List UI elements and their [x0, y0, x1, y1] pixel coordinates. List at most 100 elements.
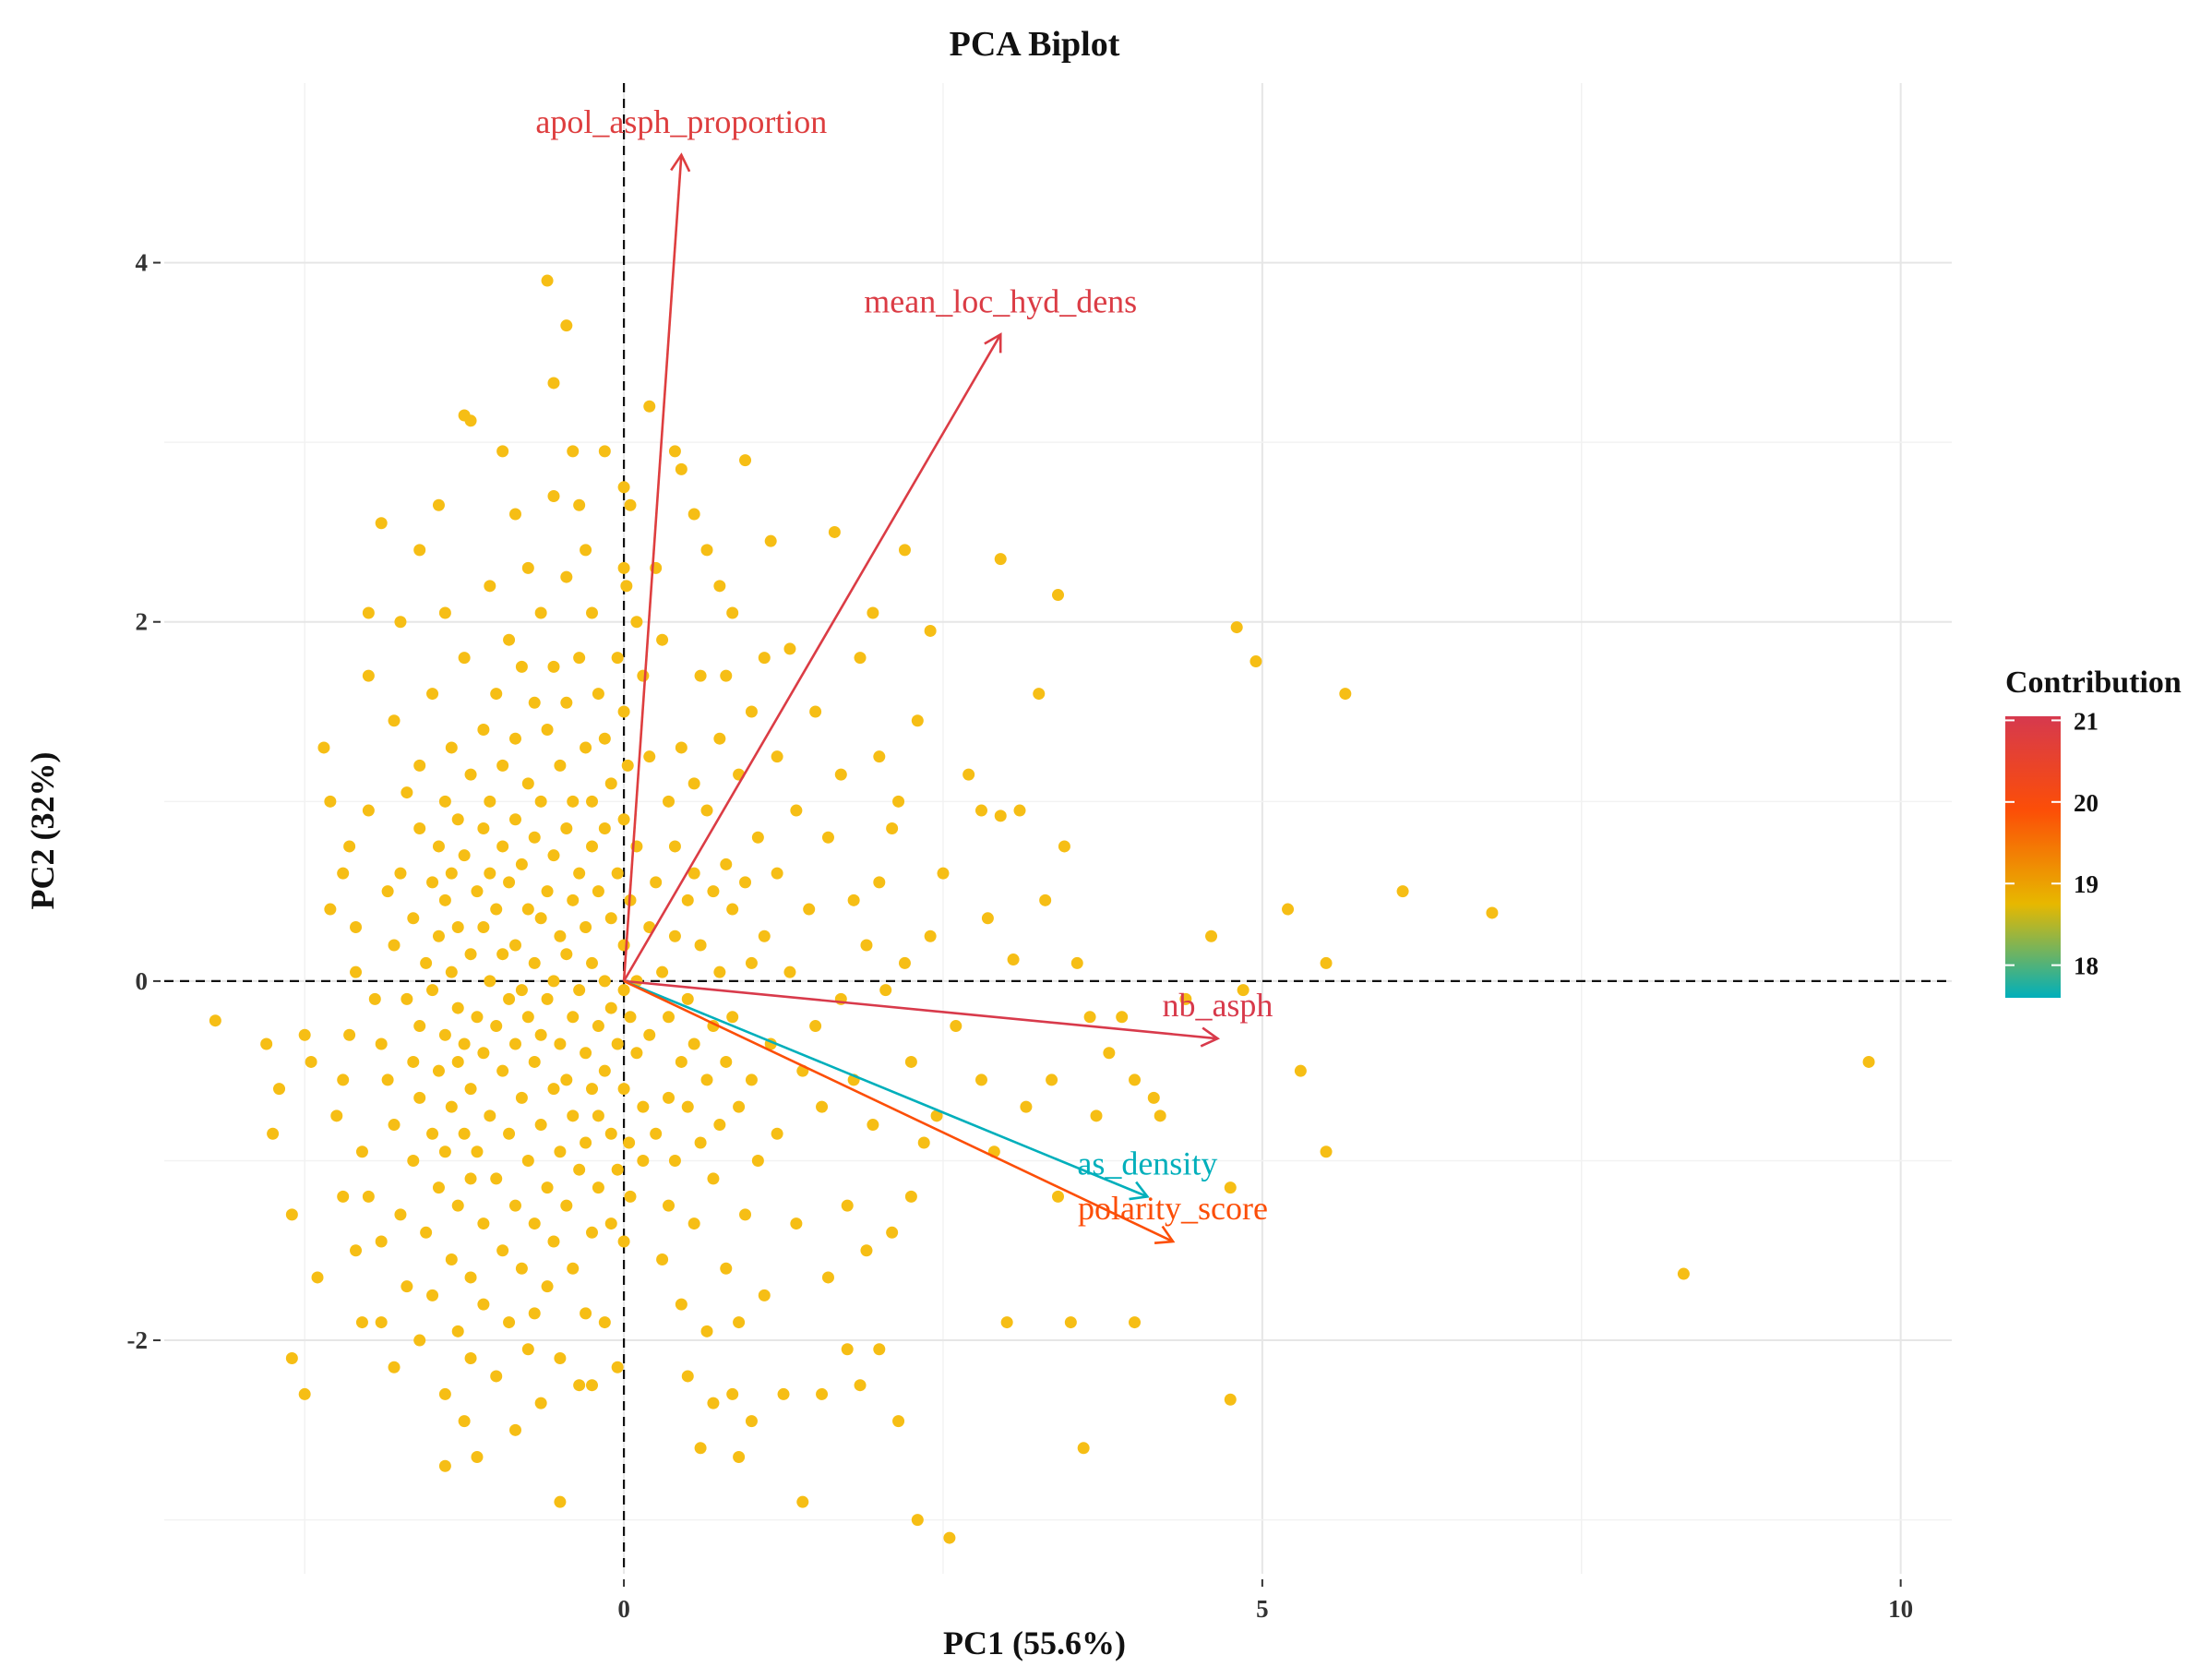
legend-tick-label: 18 [2074, 953, 2098, 980]
score-point [401, 1280, 413, 1293]
score-point [388, 1361, 401, 1373]
score-point [554, 929, 567, 942]
score-point [541, 274, 554, 287]
score-point [681, 1100, 694, 1113]
score-point [521, 561, 534, 574]
score-point [496, 445, 509, 458]
score-point [790, 1217, 803, 1230]
score-point [604, 1127, 617, 1140]
x-tick-label: 0 [617, 1595, 630, 1623]
x-axis: 0 5 10 [617, 1579, 1913, 1623]
score-point [305, 1055, 317, 1068]
score-point [573, 498, 586, 511]
score-point [471, 885, 484, 898]
score-point [458, 1037, 471, 1050]
score-point [330, 1109, 343, 1122]
score-point [745, 705, 758, 718]
score-point [432, 1181, 445, 1194]
score-point [534, 795, 547, 808]
score-point [821, 1271, 834, 1284]
score-point [432, 840, 445, 853]
score-point [1013, 804, 1026, 817]
score-point [739, 876, 752, 889]
score-point [426, 688, 439, 701]
score-point [560, 696, 573, 709]
y-tick-label: 0 [136, 967, 149, 995]
score-point [534, 606, 547, 619]
score-point [656, 1253, 669, 1265]
score-point [477, 822, 490, 834]
score-point [413, 544, 426, 557]
score-point [490, 688, 503, 701]
score-point [260, 1037, 273, 1050]
score-point [592, 688, 604, 701]
score-point [490, 1370, 503, 1383]
score-point [617, 984, 630, 997]
score-point [821, 831, 834, 844]
score-point [515, 984, 528, 997]
score-point [585, 1083, 598, 1096]
score-point [796, 1495, 809, 1508]
score-point [464, 1083, 477, 1096]
score-point [560, 822, 573, 834]
score-point [580, 921, 592, 934]
score-point [375, 1316, 388, 1329]
score-point [668, 929, 681, 942]
score-point [534, 912, 547, 925]
score-point [745, 1073, 758, 1086]
score-point [707, 1172, 720, 1185]
score-point [726, 1011, 739, 1024]
score-point [675, 462, 688, 475]
score-point [438, 795, 451, 808]
score-point [681, 992, 694, 1005]
score-point [713, 732, 726, 745]
score-point [930, 1109, 943, 1122]
score-point [663, 1091, 676, 1104]
score-point [407, 1154, 420, 1167]
score-point [560, 570, 573, 583]
score-point [783, 642, 796, 655]
score-point [630, 616, 643, 629]
score-point [477, 723, 490, 736]
score-point [547, 849, 560, 862]
score-point [567, 1109, 580, 1122]
score-point [994, 810, 1007, 822]
score-point [898, 956, 911, 969]
score-point [567, 1262, 580, 1275]
score-point [624, 1190, 637, 1203]
score-point [745, 1415, 758, 1428]
score-point [650, 876, 663, 889]
score-point [508, 939, 521, 952]
score-point [573, 867, 586, 880]
score-point [324, 903, 337, 916]
score-point [394, 616, 407, 629]
score-point [445, 741, 458, 754]
score-point [867, 1119, 879, 1132]
score-point [873, 876, 886, 889]
score-point [621, 759, 634, 772]
score-point [974, 804, 987, 817]
score-point [471, 1145, 484, 1158]
score-point [924, 624, 937, 637]
score-point [521, 1011, 534, 1024]
score-point [1230, 621, 1243, 634]
score-point [458, 1415, 471, 1428]
score-point [547, 377, 560, 390]
score-point [611, 1037, 624, 1050]
score-point [720, 1055, 733, 1068]
y-tick-label: 4 [136, 249, 149, 277]
score-point [713, 580, 726, 593]
score-point [1064, 1316, 1077, 1329]
score-point [1103, 1047, 1116, 1060]
legend-tick-label: 20 [2074, 789, 2098, 817]
score-point [598, 822, 611, 834]
score-point [407, 1055, 420, 1068]
score-point [451, 1325, 464, 1337]
score-point [375, 517, 388, 530]
score-point [375, 1235, 388, 1248]
score-point [394, 1208, 407, 1221]
x-tick-label: 5 [1256, 1595, 1269, 1623]
score-point [458, 652, 471, 665]
score-point [841, 1199, 854, 1212]
score-point [484, 1109, 496, 1122]
